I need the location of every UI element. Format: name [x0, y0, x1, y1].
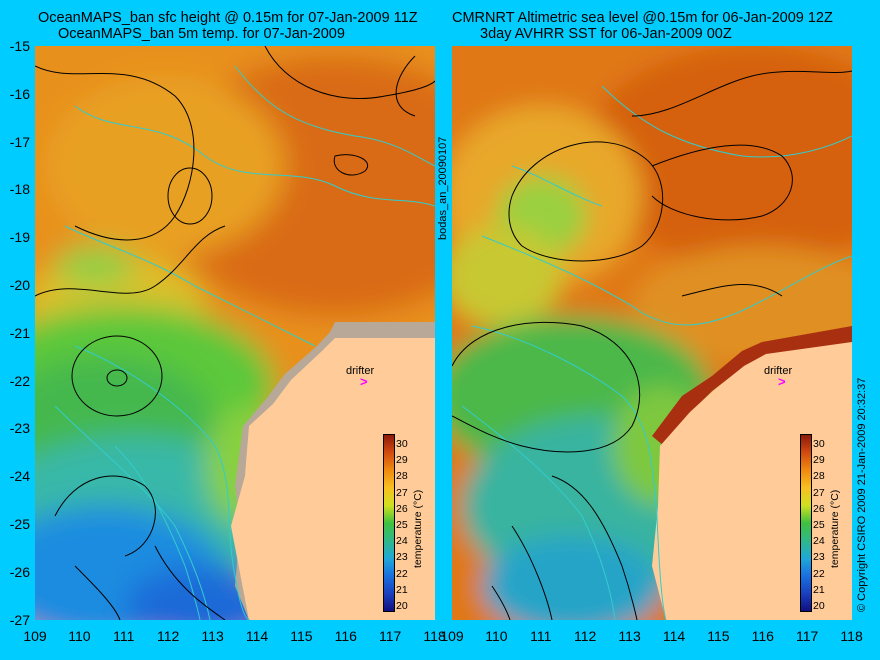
- right-title-line2: 3day AVHRR SST for 06-Jan-2009 00Z: [480, 26, 732, 42]
- colorbar-tick-label: 20: [813, 600, 825, 612]
- lat-tick-label: -21: [9, 324, 30, 341]
- lat-tick-label: -18: [9, 181, 30, 198]
- lon-tick-label: 110: [68, 628, 91, 644]
- lon-tick-label: 116: [751, 628, 774, 644]
- left-colorbar-title: temperature (°C): [412, 489, 424, 568]
- lon-tick-label: 118: [840, 628, 863, 644]
- colorbar-tick-label: 23: [813, 551, 825, 564]
- lat-tick-label: -15: [9, 38, 30, 54]
- lat-tick-label: -24: [9, 468, 30, 485]
- lon-tick-label: 117: [379, 628, 402, 644]
- colorbar-tick-label: 29: [396, 454, 408, 467]
- colorbar-tick-label: 26: [813, 502, 825, 515]
- lat-tick-label: -25: [9, 516, 30, 532]
- right-title-line1: CMRNRT Altimetric sea level @0.15m for 0…: [452, 10, 833, 26]
- lat-tick-label: -16: [9, 85, 30, 102]
- lat-tick-label: -22: [9, 372, 30, 389]
- colorbar-tick-label: 27: [396, 486, 408, 499]
- lon-tick-label: 109: [440, 628, 464, 644]
- analysis-id-label: bodas_an_20090107: [437, 136, 449, 240]
- lon-tick-label: 114: [245, 628, 269, 644]
- colorbar-tick-label: 30: [813, 438, 825, 450]
- colorbar-tick-label: 26: [396, 502, 408, 515]
- drifter-label-right: drifter: [764, 365, 793, 377]
- lon-tick-label: 111: [113, 628, 135, 644]
- lon-tick-label: 111: [530, 628, 552, 644]
- model-temperature-map: [35, 46, 435, 620]
- lon-tick-label: 109: [23, 628, 47, 644]
- drifter-label-left: drifter: [346, 365, 375, 377]
- colorbar-tick-label: 25: [396, 519, 408, 531]
- colorbar-tick-label: 22: [813, 567, 825, 580]
- colorbar-tick-label: 29: [813, 454, 825, 467]
- observed-sst-map: [452, 46, 852, 620]
- copyright-label: © Copyright CSIRO 2009 21-Jan-2009 20:32…: [856, 377, 868, 612]
- left-title-line2: OceanMAPS_ban 5m temp. for 07-Jan-2009: [58, 26, 345, 42]
- lat-tick-label: -23: [9, 420, 30, 437]
- colorbar-tick-label: 22: [396, 567, 408, 580]
- lon-tick-label: 112: [157, 628, 180, 644]
- lat-tick-label: -20: [9, 277, 30, 293]
- colorbar-tick-label: 25: [813, 519, 825, 531]
- lon-tick-label: 114: [662, 628, 686, 644]
- lon-tick-label: 115: [290, 628, 313, 644]
- colorbar-tick-label: 28: [813, 470, 825, 483]
- lon-tick-label: 118: [423, 628, 446, 644]
- lat-tick-label: -27: [9, 611, 30, 628]
- lon-tick-label: 113: [201, 628, 224, 644]
- lon-tick-label: 110: [485, 628, 508, 644]
- lat-tick-label: -19: [9, 229, 30, 246]
- colorbar-tick-label: 20: [396, 600, 408, 612]
- colorbar-tick-label: 27: [813, 486, 825, 499]
- lon-tick-label: 113: [618, 628, 641, 644]
- left-title-line1: OceanMAPS_ban sfc height @ 0.15m for 07-…: [38, 10, 418, 26]
- colorbar-tick-label: 30: [396, 438, 408, 450]
- lat-tick-label: -26: [9, 563, 30, 580]
- colorbar-tick-label: 24: [813, 535, 825, 548]
- colorbar-tick-label: 23: [396, 551, 408, 564]
- colorbar-tick-label: 21: [813, 583, 825, 596]
- left-colorbar: [383, 434, 395, 612]
- lat-tick-label: -17: [9, 133, 30, 150]
- right-colorbar-title: temperature (°C): [829, 489, 841, 568]
- lon-tick-label: 117: [796, 628, 819, 644]
- colorbar-tick-label: 28: [396, 470, 408, 483]
- lon-tick-label: 116: [334, 628, 357, 644]
- colorbar-tick-label: 24: [396, 535, 408, 548]
- lon-tick-label: 112: [574, 628, 597, 644]
- colorbar-tick-label: 21: [396, 583, 408, 596]
- right-colorbar: [800, 434, 812, 612]
- drifter-marker-right: >: [778, 374, 786, 389]
- drifter-marker-left: >: [360, 374, 368, 389]
- lon-tick-label: 115: [707, 628, 730, 644]
